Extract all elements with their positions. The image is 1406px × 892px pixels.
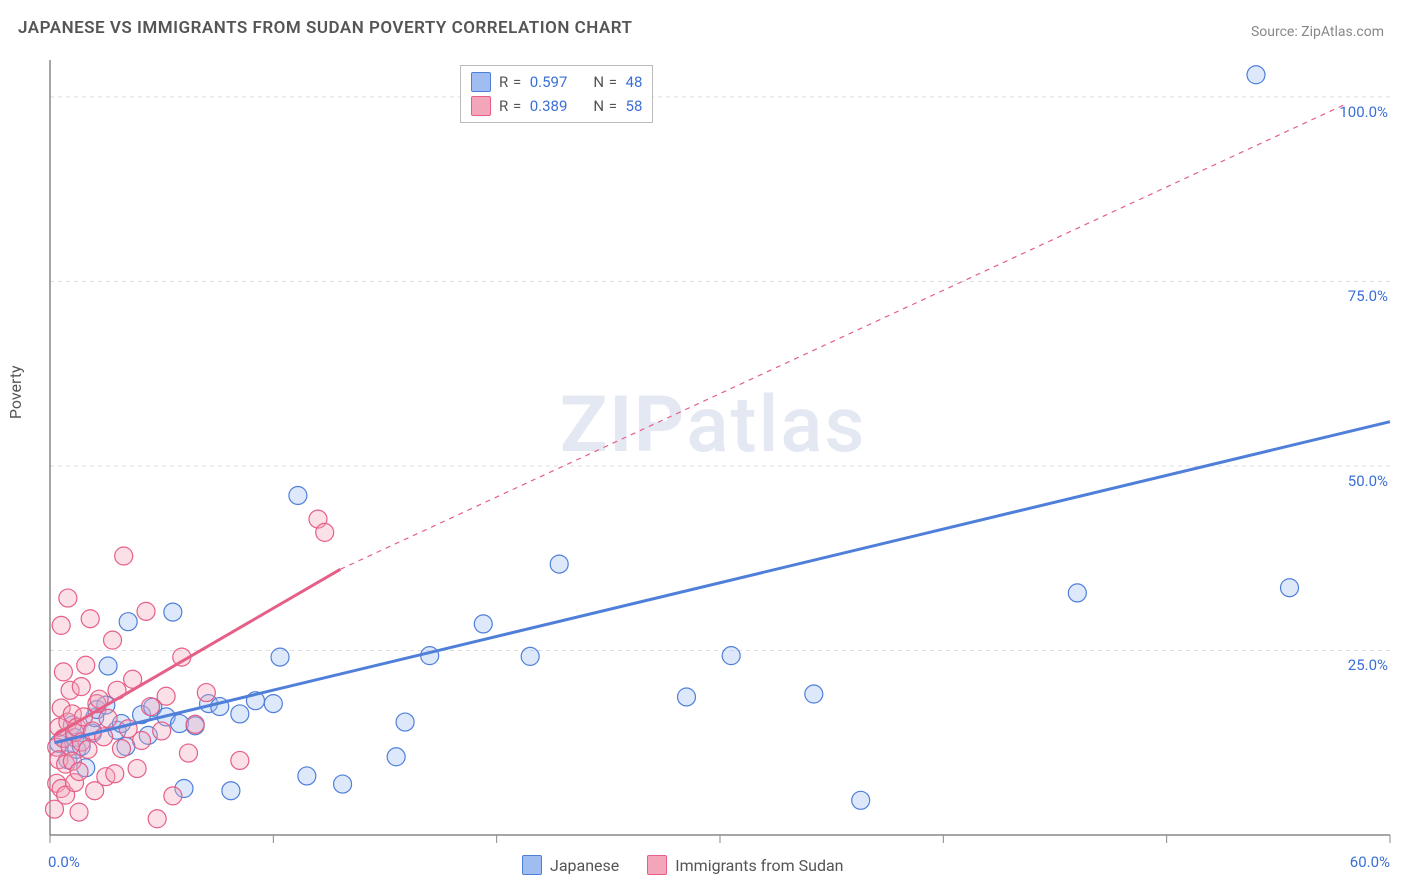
legend-label-sudan: Immigrants from Sudan <box>675 856 843 875</box>
y-tick-label: 25.0% <box>1348 656 1388 674</box>
r-label: R = <box>499 97 522 115</box>
x-tick-label: 60.0% <box>1350 853 1390 871</box>
r-label: R = <box>499 73 522 91</box>
swatch-sudan <box>471 96 491 116</box>
swatch-japanese <box>522 855 542 875</box>
n-value-japanese: 48 <box>626 73 643 91</box>
legend-item-sudan: Immigrants from Sudan <box>647 855 843 875</box>
legend-row-japanese: R = 0.597 N = 48 <box>471 70 642 94</box>
scatter-plot <box>0 0 1406 892</box>
correlation-legend: R = 0.597 N = 48 R = 0.389 N = 58 <box>460 65 653 123</box>
y-tick-label: 50.0% <box>1348 472 1388 490</box>
legend-item-japanese: Japanese <box>522 855 619 875</box>
r-value-sudan: 0.389 <box>530 97 568 115</box>
y-tick-label: 75.0% <box>1348 287 1388 305</box>
n-label: N = <box>593 97 617 115</box>
legend-label-japanese: Japanese <box>550 856 619 875</box>
y-tick-label: 100.0% <box>1339 103 1388 121</box>
legend-row-sudan: R = 0.389 N = 58 <box>471 94 642 118</box>
series-legend: Japanese Immigrants from Sudan <box>522 855 844 875</box>
r-value-japanese: 0.597 <box>530 73 568 91</box>
n-label: N = <box>593 73 617 91</box>
swatch-sudan <box>647 855 667 875</box>
x-tick-label: 0.0% <box>48 853 80 871</box>
n-value-sudan: 58 <box>626 97 643 115</box>
swatch-japanese <box>471 72 491 92</box>
chart-container: JAPANESE VS IMMIGRANTS FROM SUDAN POVERT… <box>0 0 1406 892</box>
